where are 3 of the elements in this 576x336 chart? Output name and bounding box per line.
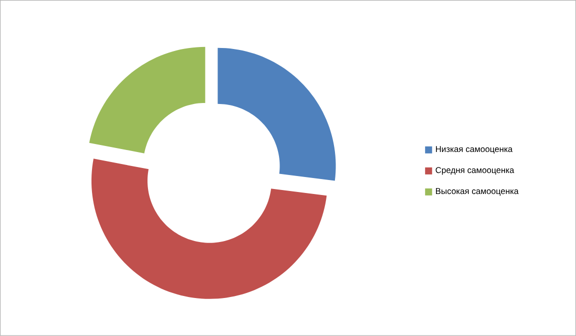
legend-label: Высокая самооценка	[436, 188, 519, 196]
legend-label: Низкая самооценка	[436, 146, 513, 154]
legend-label: Средня самооценка	[436, 167, 514, 175]
